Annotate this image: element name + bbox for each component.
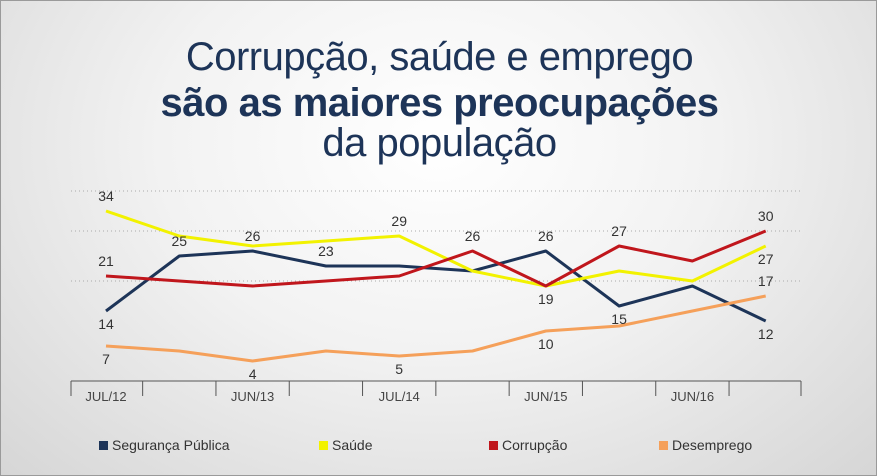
data-label: 34 xyxy=(98,188,114,204)
data-label: 5 xyxy=(395,361,403,377)
data-label: 25 xyxy=(172,233,188,249)
data-label: 27 xyxy=(611,223,627,239)
data-label: 7 xyxy=(102,351,110,367)
data-label: 21 xyxy=(98,253,114,269)
legend-label: Corrupção xyxy=(502,437,568,453)
data-label: 23 xyxy=(318,243,334,259)
x-tick-label: JUN/16 xyxy=(671,389,714,404)
series-line-3 xyxy=(105,294,767,363)
title-line-2: são as maiores preocupações xyxy=(160,81,719,125)
data-label: 14 xyxy=(98,316,114,332)
title-line-1: Corrupção, saúde e emprego xyxy=(185,35,694,79)
series-line-0 xyxy=(105,249,767,323)
legend-swatch xyxy=(99,440,108,450)
series-line-2 xyxy=(105,229,767,288)
data-label: 12 xyxy=(758,326,774,342)
legend-swatch xyxy=(659,440,668,450)
data-label: 26 xyxy=(538,228,554,244)
data-label: 27 xyxy=(758,251,774,267)
data-label: 15 xyxy=(611,311,627,327)
data-label: 10 xyxy=(538,336,554,352)
legend-item: Corrupção xyxy=(489,437,567,453)
data-label: 26 xyxy=(245,228,261,244)
legend-item: Desemprego xyxy=(659,437,752,453)
legend-swatch xyxy=(489,440,498,450)
x-tick-label: JUL/12 xyxy=(85,389,126,404)
data-label: 17 xyxy=(758,273,774,289)
x-tick-label: JUL/14 xyxy=(379,389,420,404)
legend-item: Saúde xyxy=(319,437,372,453)
chart-legend: Segurança Pública Saúde Corrupção Desempreg… xyxy=(1,437,876,457)
legend-label: Saúde xyxy=(332,437,373,453)
legend-swatch xyxy=(319,440,328,450)
x-tick-label: JUN/15 xyxy=(524,389,567,404)
legend-item: Segurança Pública xyxy=(99,437,230,453)
data-label: 29 xyxy=(391,213,407,229)
legend-label: Desemprego xyxy=(672,437,753,453)
data-label: 19 xyxy=(538,291,554,307)
data-label: 4 xyxy=(249,366,257,382)
series-line-1 xyxy=(105,209,767,288)
legend-label: Segurança Pública xyxy=(112,437,230,453)
x-tick-label: JUN/13 xyxy=(231,389,274,404)
title-line-3: da população xyxy=(322,121,557,165)
data-label: 26 xyxy=(465,228,481,244)
data-label: 30 xyxy=(758,208,774,224)
